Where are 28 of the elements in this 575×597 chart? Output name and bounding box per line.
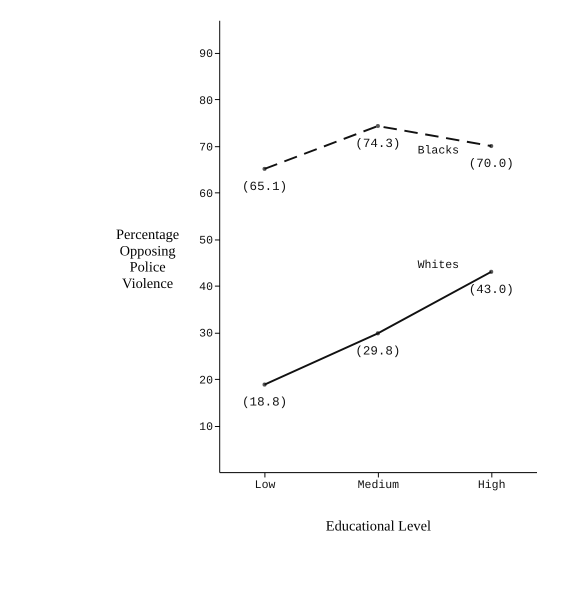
data-label: (65.1) — [242, 180, 288, 194]
series-label: Blacks — [418, 144, 460, 158]
y-tick-label: 90 — [199, 48, 214, 62]
data-label: (18.8) — [242, 396, 288, 410]
x-axis-title: Educational Level — [326, 518, 431, 534]
point — [376, 124, 380, 128]
x-tick-label: Medium — [358, 479, 400, 492]
point — [262, 382, 267, 387]
data-label: (43.0) — [468, 282, 514, 297]
x-tick-label: Low — [254, 479, 276, 492]
y-tick-label: 10 — [199, 420, 214, 434]
point — [489, 144, 494, 148]
y-tick-label: 20 — [199, 374, 214, 388]
data-label: (70.0) — [468, 157, 514, 172]
point — [489, 270, 494, 274]
point — [376, 331, 380, 336]
y-tick-label: 50 — [199, 234, 214, 248]
data-label: (74.3) — [355, 137, 400, 152]
point — [262, 166, 267, 171]
x-tick-label: High — [478, 479, 506, 492]
y-tick-label: 30 — [199, 328, 214, 341]
y-tick-label: 40 — [199, 281, 214, 294]
y-tick-label: 80 — [199, 94, 214, 108]
y-tick-label: 60 — [199, 188, 214, 201]
y-tick-label: 70 — [199, 141, 214, 154]
series-label: Whites — [418, 258, 460, 272]
y-axis-title: Percentage Opposing Police Violence — [116, 227, 180, 292]
data-label: (29.8) — [355, 344, 400, 358]
